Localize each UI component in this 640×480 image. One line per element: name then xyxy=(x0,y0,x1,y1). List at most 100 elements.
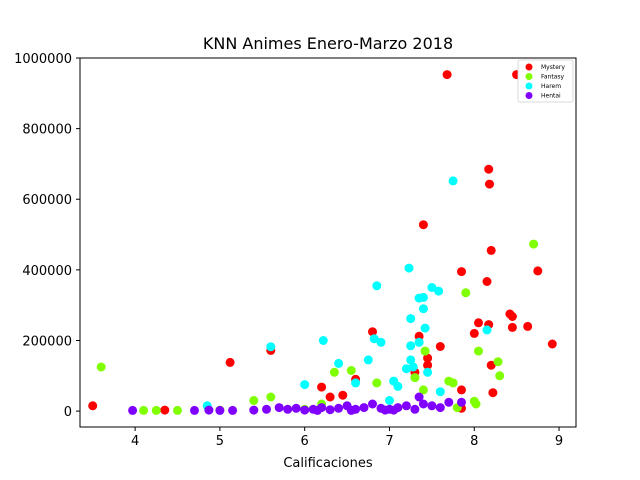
x-tick-label: 9 xyxy=(555,434,563,449)
point-hentai-2 xyxy=(204,405,214,415)
point-harem-27 xyxy=(448,176,458,186)
point-hentai-24 xyxy=(418,399,428,409)
point-mystery-13 xyxy=(423,360,433,370)
point-mystery-12 xyxy=(423,353,433,363)
point-mystery-1 xyxy=(160,405,170,415)
point-harem-25 xyxy=(434,286,444,296)
point-hentai-18 xyxy=(368,399,377,409)
chart-title: KNN Animes Enero-Marzo 2018 xyxy=(203,34,453,53)
point-fantasy-20 xyxy=(495,371,505,381)
legend-label-hentai: Hentai xyxy=(541,93,561,100)
y-tick-label: 800000 xyxy=(22,123,72,138)
point-fantasy-12 xyxy=(420,346,430,356)
legend-marker-mystery xyxy=(525,63,533,71)
point-hentai-25 xyxy=(427,401,437,411)
point-harem-17 xyxy=(408,362,418,372)
point-hentai-0 xyxy=(128,405,138,415)
point-hentai-28 xyxy=(457,397,466,407)
point-harem-14 xyxy=(406,314,416,324)
legend-marker-fantasy xyxy=(525,73,533,80)
point-hentai-7 xyxy=(274,403,284,413)
point-harem-22 xyxy=(420,323,430,333)
point-mystery-4 xyxy=(317,382,327,392)
point-fantasy-9 xyxy=(372,378,382,388)
point-fantasy-5 xyxy=(266,392,276,402)
y-tick-label: 200000 xyxy=(22,334,72,349)
legend-label-fantasy: Fantasy xyxy=(541,74,565,81)
point-harem-1 xyxy=(266,342,276,352)
point-hentai-26 xyxy=(435,403,445,413)
y-tick-label: 0 xyxy=(64,405,72,420)
point-hentai-30 xyxy=(346,405,356,415)
point-mystery-19 xyxy=(474,318,483,328)
x-axis: 4 5 6 7 8 9 xyxy=(131,427,563,449)
point-hentai-32 xyxy=(414,392,424,402)
point-fantasy-1 xyxy=(139,405,149,415)
point-hentai-3 xyxy=(215,405,225,415)
point-hentai-6 xyxy=(262,404,271,414)
legend-marker-hentai xyxy=(525,92,533,99)
point-harem-21 xyxy=(418,304,428,314)
point-fantasy-21 xyxy=(529,239,539,249)
point-mystery-5 xyxy=(325,392,335,402)
point-harem-24 xyxy=(427,283,437,292)
point-fantasy-15 xyxy=(461,288,471,298)
point-fantasy-17 xyxy=(471,399,481,409)
point-hentai-29 xyxy=(312,405,322,415)
point-mystery-27 xyxy=(488,388,498,398)
point-mystery-32 xyxy=(523,321,533,331)
point-mystery-33 xyxy=(533,266,543,276)
point-mystery-0 xyxy=(88,401,98,411)
point-mystery-26 xyxy=(486,360,496,370)
legend-marker-harem xyxy=(525,82,533,90)
point-hentai-23 xyxy=(410,404,420,414)
y-tick-label: 400000 xyxy=(22,264,72,279)
point-hentai-22 xyxy=(401,401,411,411)
point-harem-28 xyxy=(482,325,492,335)
point-mystery-20 xyxy=(469,328,479,338)
point-harem-29 xyxy=(385,396,394,405)
point-fantasy-4 xyxy=(249,396,259,405)
x-tick-label: 8 xyxy=(470,434,478,449)
point-harem-16 xyxy=(406,355,416,365)
point-mystery-22 xyxy=(485,179,494,189)
legend-label-mystery: Mystery xyxy=(541,64,565,71)
point-mystery-8 xyxy=(368,327,377,337)
point-hentai-1 xyxy=(190,405,199,415)
point-fantasy-8 xyxy=(346,366,356,375)
point-fantasy-3 xyxy=(173,405,182,415)
x-tick-label: 7 xyxy=(385,434,393,449)
point-hentai-33 xyxy=(380,405,390,415)
point-hentai-13 xyxy=(325,405,335,415)
point-harem-6 xyxy=(363,355,373,365)
point-harem-26 xyxy=(435,387,445,397)
point-harem-3 xyxy=(318,336,328,345)
point-fantasy-18 xyxy=(474,346,483,356)
y-tick-label: 1000000 xyxy=(14,52,72,67)
point-hentai-4 xyxy=(228,405,238,415)
point-mystery-11 xyxy=(418,220,428,230)
point-hentai-14 xyxy=(334,403,344,413)
point-harem-15 xyxy=(406,341,416,351)
legend-box xyxy=(517,59,574,103)
point-harem-8 xyxy=(372,281,382,291)
point-mystery-25 xyxy=(486,245,496,255)
point-harem-20 xyxy=(418,292,428,302)
legend: Mystery Fantasy Harem Hentai xyxy=(517,59,574,103)
point-mystery-2 xyxy=(225,357,235,367)
point-mystery-16 xyxy=(457,385,466,395)
point-harem-11 xyxy=(393,381,403,391)
point-mystery-21 xyxy=(484,164,494,174)
x-tick-label: 6 xyxy=(301,434,309,449)
point-hentai-27 xyxy=(444,397,454,407)
legend-label-harem: Harem xyxy=(541,83,561,90)
point-mystery-30 xyxy=(507,322,517,332)
point-harem-7 xyxy=(369,334,379,344)
x-axis-label: Calificaciones xyxy=(283,456,373,471)
point-hentai-31 xyxy=(389,405,399,415)
point-hentai-5 xyxy=(249,405,259,415)
point-mystery-6 xyxy=(338,390,348,400)
point-mystery-29 xyxy=(507,312,517,321)
point-mystery-15 xyxy=(442,70,452,80)
